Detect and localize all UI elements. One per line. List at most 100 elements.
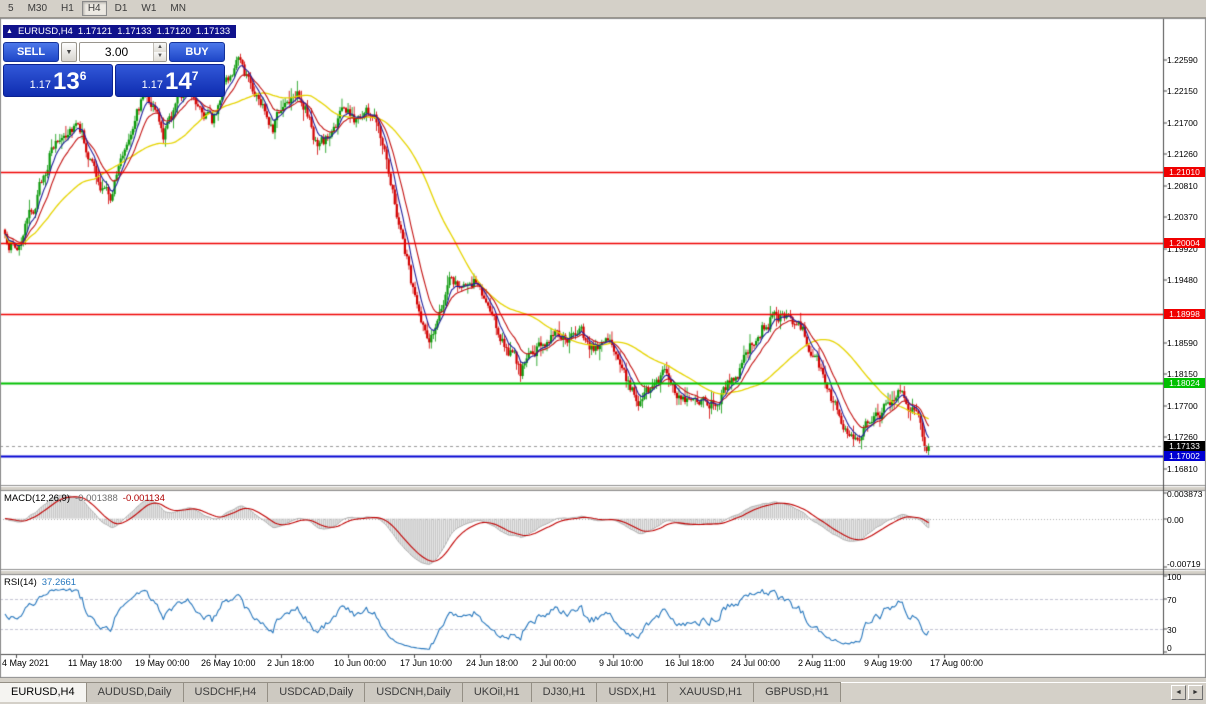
volume-down-icon[interactable]: ▼ xyxy=(154,52,166,61)
date-axis-label: 10 Jun 00:00 xyxy=(334,658,387,668)
date-axis-label: 2 Aug 11:00 xyxy=(798,658,846,668)
macd-value-main: -0.001388 xyxy=(75,493,118,504)
tabbar-scroll: ◄ ► xyxy=(1168,685,1206,702)
chart-tabbar: EURUSD,H4 AUDUSD,Daily USDCHF,H4 USDCAD,Dai… xyxy=(0,682,1206,702)
date-axis-label: 9 Aug 19:00 xyxy=(864,658,913,668)
date-axis-label: 11 May 18:00 xyxy=(68,658,122,668)
ohlc-high: 1.17133 xyxy=(117,26,152,37)
period-button-d1[interactable]: D1 xyxy=(114,3,128,14)
macd-scale-min: -0.00719 xyxy=(1167,559,1201,569)
buy-button[interactable]: BUY xyxy=(169,42,225,62)
bid-big-figure: 1.17 xyxy=(29,79,52,91)
date-axis-label: 2 Jun 18:00 xyxy=(267,658,315,668)
price-axis-label: 1.18590 xyxy=(1167,338,1198,348)
current-bid-tag: 1.17133 xyxy=(1164,441,1205,451)
date-axis-label: 17 Aug 00:00 xyxy=(930,658,984,668)
date-axis-label: 16 Jul 18:00 xyxy=(665,658,715,668)
rsi-label: RSI(14) 37.2661 xyxy=(4,577,81,588)
rsi-scale-30: 30 xyxy=(1167,625,1177,635)
price-axis-label: 1.17260 xyxy=(1167,432,1198,442)
trade-panel-controls: SELL ▼ ▲ ▼ BUY xyxy=(3,42,225,62)
date-axis-label: 26 May 10:00 xyxy=(201,658,256,668)
price-axis-label: 1.21260 xyxy=(1167,149,1198,159)
date-axis-label: 4 May 2021 xyxy=(2,658,50,668)
price-level-tag: 1.18024 xyxy=(1164,378,1205,388)
price-level-tag: 1.18998 xyxy=(1164,309,1205,319)
chart-overlays: ▲ EURUSD,H4 1.17121 1.17133 1.17120 1.17… xyxy=(0,18,1206,678)
chart-tab-usdcad[interactable]: USDCAD,Daily xyxy=(268,682,366,702)
price-axis-label: 1.20370 xyxy=(1167,212,1198,222)
volume-dropdown-button[interactable]: ▼ xyxy=(61,42,77,62)
one-click-collapse-icon[interactable]: ▲ xyxy=(6,28,13,35)
price-level-tag: 1.21010 xyxy=(1164,167,1205,177)
ohlc-close: 1.17133 xyxy=(195,26,231,37)
period-button-5[interactable]: 5 xyxy=(8,3,14,14)
macd-scale-max: 0.003873 xyxy=(1167,489,1203,499)
period-button-h4[interactable]: H4 xyxy=(81,1,107,16)
period-button-w1[interactable]: W1 xyxy=(141,3,157,14)
chart-tab-eurusd[interactable]: EURUSD,H4 xyxy=(0,682,87,702)
price-axis-label: 1.16810 xyxy=(1167,464,1198,474)
price-axis-label: 1.18150 xyxy=(1167,369,1198,379)
tabbar-scroll-left-button[interactable]: ◄ xyxy=(1171,685,1186,700)
price-level-tag: 1.20004 xyxy=(1164,238,1205,248)
ask-big-figure: 1.17 xyxy=(141,79,164,91)
period-button-mn[interactable]: MN xyxy=(170,3,186,14)
period-toolbar: 5 M30 H1 H4 D1 W1 MN xyxy=(0,0,1206,18)
macd-scale-zero: 0.00 xyxy=(1167,515,1184,525)
date-axis-label: 24 Jul 00:00 xyxy=(731,658,781,668)
chart-tab-usdchf[interactable]: USDCHF,H4 xyxy=(183,682,269,702)
chart-tab-usdcnh[interactable]: USDCNH,Daily xyxy=(365,682,463,702)
price-axis-label: 1.17700 xyxy=(1167,401,1198,411)
price-axis-label: 1.22590 xyxy=(1167,55,1198,65)
ask-pips: 14 xyxy=(165,68,192,95)
rsi-scale-100: 100 xyxy=(1167,572,1182,582)
period-button-h1[interactable]: H1 xyxy=(61,3,74,14)
sell-price-display[interactable]: 1.17 13 6 xyxy=(3,64,113,97)
chart-tab-ukoil[interactable]: UKOil,H1 xyxy=(462,682,532,702)
price-axis-label: 1.19920 xyxy=(1167,244,1198,254)
date-axis-label: 9 Jul 10:00 xyxy=(599,658,644,668)
chart-tabs: EURUSD,H4 AUDUSD,Daily USDCHF,H4 USDCAD,Dai… xyxy=(0,682,1168,702)
ohlc-open: 1.17121 xyxy=(77,26,113,37)
price-axis-label: 1.20810 xyxy=(1167,181,1198,191)
price-axis-label: 1.21700 xyxy=(1167,118,1198,128)
bid-pips: 13 xyxy=(53,68,80,95)
period-button-m30[interactable]: M30 xyxy=(27,3,48,14)
chart-tab-audusd[interactable]: AUDUSD,Daily xyxy=(86,682,184,702)
macd-value-signal: -0.001134 xyxy=(122,493,165,504)
chart-tab-gbpusd[interactable]: GBPUSD,H1 xyxy=(754,682,841,702)
sell-button[interactable]: SELL xyxy=(3,42,59,62)
date-axis-label: 19 May 00:00 xyxy=(135,658,190,668)
tabbar-scroll-right-button[interactable]: ► xyxy=(1188,685,1203,700)
chart-tab-usdx[interactable]: USDX,H1 xyxy=(597,682,669,702)
rsi-name: RSI(14) xyxy=(4,577,37,588)
chart-window: ▲ EURUSD,H4 1.17121 1.17133 1.17120 1.17… xyxy=(0,18,1206,678)
price-axis-label: 1.19480 xyxy=(1167,275,1198,285)
one-click-trading-panel: SELL ▼ ▲ ▼ BUY 1.17 13 6 1.1 xyxy=(3,42,225,97)
date-axis-label: 24 Jun 18:00 xyxy=(466,658,519,668)
price-axis-label: 1.22150 xyxy=(1167,86,1198,96)
rsi-scale-0: 0 xyxy=(1167,643,1172,653)
ask-pipette: 7 xyxy=(191,69,199,83)
chart-tab-xauusd[interactable]: XAUUSD,H1 xyxy=(668,682,755,702)
rsi-scale-70: 70 xyxy=(1167,595,1177,605)
volume-up-icon[interactable]: ▲ xyxy=(154,43,166,52)
date-axis-label: 17 Jun 10:00 xyxy=(400,658,453,668)
date-axis-label: 2 Jul 00:00 xyxy=(532,658,577,668)
chart-canvas[interactable] xyxy=(0,18,1206,678)
bid-pipette: 6 xyxy=(79,69,87,83)
buy-price-display[interactable]: 1.17 14 7 xyxy=(115,64,225,97)
chart-tab-dj30[interactable]: DJ30,H1 xyxy=(531,682,598,702)
macd-name: MACD(12,26,9) xyxy=(4,493,70,504)
macd-label: MACD(12,26,9) -0.001388 -0.001134 xyxy=(4,493,170,504)
rsi-value: 37.2661 xyxy=(41,577,77,588)
chart-title-bar: ▲ EURUSD,H4 1.17121 1.17133 1.17120 1.17… xyxy=(3,25,237,38)
chart-title-symbol: EURUSD,H4 xyxy=(17,26,73,37)
price-level-tag: 1.17002 xyxy=(1164,451,1205,461)
volume-spinner: ▲ ▼ xyxy=(153,43,166,61)
volume-input[interactable] xyxy=(80,43,153,61)
volume-field: ▲ ▼ xyxy=(79,42,167,62)
trade-panel-quotes: 1.17 13 6 1.17 14 7 xyxy=(3,64,225,97)
ohlc-low: 1.17120 xyxy=(156,26,191,37)
